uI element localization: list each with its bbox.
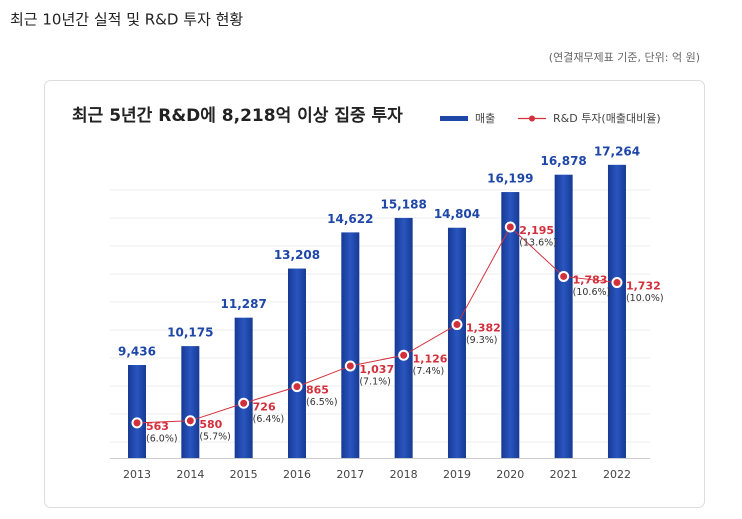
bar-label: 17,264 xyxy=(594,144,640,158)
x-tick-label: 2020 xyxy=(496,468,524,481)
x-tick-label: 2019 xyxy=(443,468,471,481)
card xyxy=(44,80,705,508)
line-point xyxy=(398,349,410,361)
line-label: 563 xyxy=(146,420,169,433)
line-point xyxy=(611,277,623,289)
line-point xyxy=(291,381,303,393)
bar-label: 16,878 xyxy=(540,154,586,168)
line xyxy=(136,226,618,424)
ratio-label: (7.1%) xyxy=(359,376,391,387)
line-point xyxy=(184,415,196,427)
bar-label: 15,188 xyxy=(380,197,426,211)
ratio-label: (5.7%) xyxy=(199,431,231,442)
line-label: 726 xyxy=(253,400,276,413)
line-label: 865 xyxy=(306,384,329,397)
ratio-label: (6.0%) xyxy=(146,433,178,444)
line-point xyxy=(504,221,516,233)
bar xyxy=(341,232,360,458)
line-point xyxy=(238,397,250,409)
bar xyxy=(607,164,626,458)
x-tick-label: 2016 xyxy=(283,468,311,481)
bar xyxy=(128,365,146,458)
x-tick-label: 2013 xyxy=(123,468,151,481)
unit-note: (연결재무제표 기준, 단위: 억 원) xyxy=(549,51,700,64)
line-label: 1,126 xyxy=(413,352,448,365)
ratio-label: (6.5%) xyxy=(306,397,338,408)
bar xyxy=(181,346,200,458)
bar xyxy=(234,317,253,458)
legend-label: R&D 투자(매출대비율) xyxy=(553,112,661,125)
x-tick-label: 2015 xyxy=(230,468,258,481)
legend-label: 매출 xyxy=(475,112,495,125)
line-label: 1,382 xyxy=(466,322,501,335)
bar-label: 13,208 xyxy=(274,248,320,262)
bar-label: 16,199 xyxy=(487,172,533,186)
chart-title: 최근 5년간 R&D에 8,218억 이상 집중 투자 xyxy=(72,106,403,126)
ratio-label: (7.4%) xyxy=(413,366,445,377)
ratio-label: (10.0%) xyxy=(626,293,664,304)
legend-swatch xyxy=(440,116,468,121)
x-tick-label: 2018 xyxy=(390,468,418,481)
x-tick-label: 2014 xyxy=(176,468,204,481)
ratio-label: (6.4%) xyxy=(253,414,285,425)
x-tick-label: 2017 xyxy=(336,468,364,481)
line-label: 1,037 xyxy=(359,363,394,376)
x-tick-label: 2022 xyxy=(603,468,631,481)
ratio-label: (10.6%) xyxy=(573,287,611,298)
line-label: 1,783 xyxy=(573,273,608,286)
bar-label: 14,622 xyxy=(327,212,373,226)
page-title: 최근 10년간 실적 및 R&D 투자 현황 xyxy=(10,11,243,29)
bar xyxy=(501,192,520,459)
bar-label: 9,436 xyxy=(118,345,156,359)
ratio-label: (9.3%) xyxy=(466,335,498,346)
line-label: 1,732 xyxy=(626,280,661,293)
bar xyxy=(287,268,306,458)
line-label: 2,195 xyxy=(519,224,554,237)
bar-label: 10,175 xyxy=(167,326,213,340)
bar xyxy=(447,227,466,458)
line-point xyxy=(451,319,463,331)
line-label: 580 xyxy=(199,418,222,431)
bar xyxy=(394,217,413,458)
x-tick-label: 2021 xyxy=(550,468,578,481)
ratio-label: (13.6%) xyxy=(519,238,557,249)
bar-label: 14,804 xyxy=(434,207,480,221)
bar xyxy=(554,174,573,458)
line-point xyxy=(344,360,356,372)
legend-swatch xyxy=(529,115,535,122)
bar-label: 11,287 xyxy=(221,297,267,311)
line-point xyxy=(131,417,143,429)
line-point xyxy=(558,270,570,282)
